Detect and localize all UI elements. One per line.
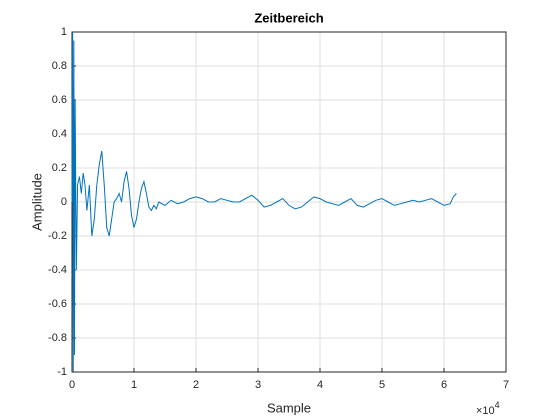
y-tick-label: 1 [61,26,67,38]
y-tick-label: -0.2 [48,230,67,242]
x-tick-label: 6 [441,379,447,391]
y-tick-label: -0.4 [48,264,67,276]
data-line [71,31,457,373]
y-tick-label: -0.6 [48,298,67,310]
y-tick-label: 0.4 [52,128,67,140]
x-exponent: ×104 [476,400,500,417]
chart-title: Zeitbereich [254,10,323,25]
x-tick-label: 4 [317,379,323,391]
x-exponent-power: 4 [495,400,500,410]
y-tick-label: 0 [61,196,67,208]
y-tick-label: 0.6 [52,94,67,106]
x-tick-label: 0 [69,379,75,391]
y-tick-label: 0.8 [52,60,67,72]
x-tick-label: 1 [131,379,137,391]
y-tick-label: -1 [57,366,67,378]
y-axis-label: Amplitude [29,173,44,231]
x-tick-label: 2 [193,379,199,391]
x-tick-label: 3 [255,379,261,391]
y-tick-label: -0.8 [48,332,67,344]
y-tick-label: 0.2 [52,162,67,174]
x-tick-label: 5 [379,379,385,391]
x-exponent-base: ×10 [476,405,495,417]
x-axis-label: Sample [267,400,311,415]
x-tick-label: 7 [503,379,509,391]
